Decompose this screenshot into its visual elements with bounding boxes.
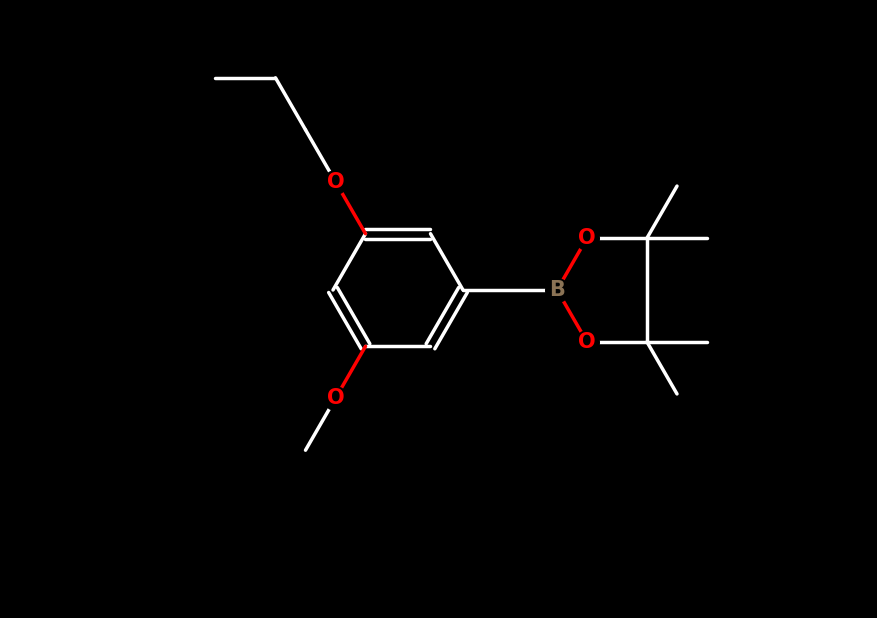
Text: O: O bbox=[327, 388, 345, 408]
Text: O: O bbox=[578, 332, 595, 352]
Text: O: O bbox=[578, 228, 595, 248]
Text: B: B bbox=[549, 280, 565, 300]
Text: O: O bbox=[327, 172, 345, 192]
